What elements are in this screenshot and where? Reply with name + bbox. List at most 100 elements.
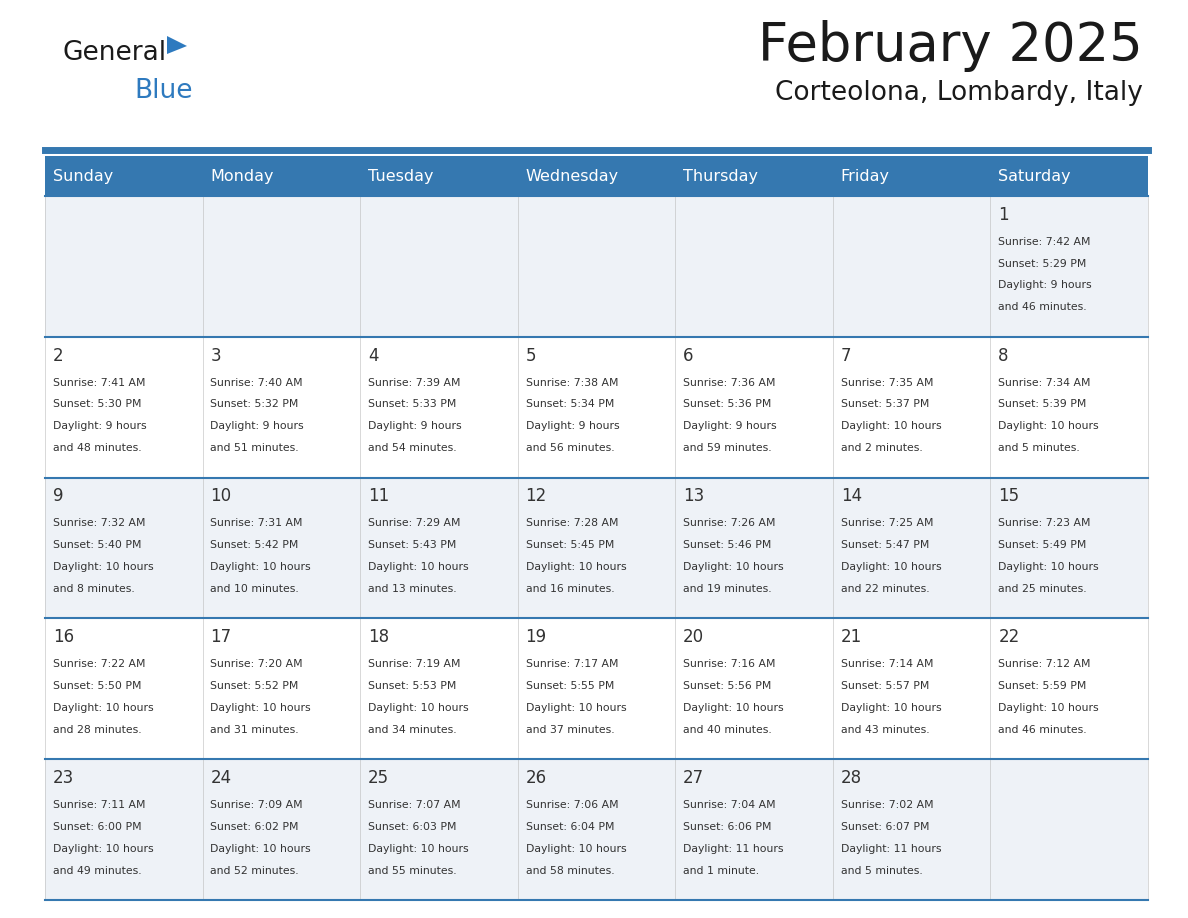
Text: Daylight: 11 hours: Daylight: 11 hours bbox=[841, 844, 941, 854]
Text: Sunset: 6:04 PM: Sunset: 6:04 PM bbox=[525, 822, 614, 832]
Bar bbox=[360, 619, 518, 759]
Text: Sunset: 5:42 PM: Sunset: 5:42 PM bbox=[210, 541, 299, 550]
Text: and 37 minutes.: and 37 minutes. bbox=[525, 724, 614, 734]
Text: Daylight: 10 hours: Daylight: 10 hours bbox=[841, 562, 941, 572]
Text: Sunset: 5:34 PM: Sunset: 5:34 PM bbox=[525, 399, 614, 409]
Text: and 19 minutes.: and 19 minutes. bbox=[683, 584, 772, 594]
Text: 20: 20 bbox=[683, 628, 704, 646]
Bar bbox=[203, 759, 360, 900]
Bar bbox=[360, 337, 518, 477]
Bar bbox=[675, 196, 833, 337]
Text: Sunrise: 7:38 AM: Sunrise: 7:38 AM bbox=[525, 377, 618, 387]
Text: Daylight: 10 hours: Daylight: 10 hours bbox=[53, 703, 153, 713]
Text: and 51 minutes.: and 51 minutes. bbox=[210, 443, 299, 453]
Text: Sunrise: 7:34 AM: Sunrise: 7:34 AM bbox=[998, 377, 1091, 387]
Text: Sunrise: 7:23 AM: Sunrise: 7:23 AM bbox=[998, 519, 1091, 529]
Text: Sunrise: 7:35 AM: Sunrise: 7:35 AM bbox=[841, 377, 934, 387]
Bar bbox=[833, 477, 991, 619]
Text: Sunrise: 7:04 AM: Sunrise: 7:04 AM bbox=[683, 800, 776, 810]
Text: Sunset: 5:50 PM: Sunset: 5:50 PM bbox=[53, 681, 141, 691]
Text: Sunrise: 7:39 AM: Sunrise: 7:39 AM bbox=[368, 377, 461, 387]
Bar bbox=[991, 477, 1148, 619]
Text: Sunrise: 7:31 AM: Sunrise: 7:31 AM bbox=[210, 519, 303, 529]
Text: Sunset: 6:02 PM: Sunset: 6:02 PM bbox=[210, 822, 299, 832]
Text: Sunrise: 7:11 AM: Sunrise: 7:11 AM bbox=[53, 800, 145, 810]
Bar bbox=[45, 156, 1148, 196]
Text: Sunset: 5:49 PM: Sunset: 5:49 PM bbox=[998, 541, 1087, 550]
Bar bbox=[518, 477, 675, 619]
Text: Tuesday: Tuesday bbox=[368, 169, 434, 184]
Text: Daylight: 10 hours: Daylight: 10 hours bbox=[53, 844, 153, 854]
Bar bbox=[675, 477, 833, 619]
Text: 7: 7 bbox=[841, 347, 852, 364]
Text: and 5 minutes.: and 5 minutes. bbox=[998, 443, 1080, 453]
Text: Sunset: 5:43 PM: Sunset: 5:43 PM bbox=[368, 541, 456, 550]
Text: Sunrise: 7:14 AM: Sunrise: 7:14 AM bbox=[841, 659, 934, 669]
Polygon shape bbox=[168, 36, 187, 54]
Bar bbox=[45, 337, 203, 477]
Text: Thursday: Thursday bbox=[683, 169, 758, 184]
Text: and 16 minutes.: and 16 minutes. bbox=[525, 584, 614, 594]
Text: 22: 22 bbox=[998, 628, 1019, 646]
Text: Sunrise: 7:06 AM: Sunrise: 7:06 AM bbox=[525, 800, 618, 810]
Text: Blue: Blue bbox=[134, 78, 192, 104]
Text: 17: 17 bbox=[210, 628, 232, 646]
Text: 18: 18 bbox=[368, 628, 390, 646]
Text: 11: 11 bbox=[368, 487, 390, 506]
Text: Daylight: 10 hours: Daylight: 10 hours bbox=[368, 562, 468, 572]
Text: Sunset: 6:07 PM: Sunset: 6:07 PM bbox=[841, 822, 929, 832]
Text: Sunset: 5:29 PM: Sunset: 5:29 PM bbox=[998, 259, 1087, 269]
Bar bbox=[518, 196, 675, 337]
Text: Sunset: 5:56 PM: Sunset: 5:56 PM bbox=[683, 681, 771, 691]
Bar bbox=[45, 619, 203, 759]
Bar bbox=[991, 196, 1148, 337]
Bar bbox=[203, 337, 360, 477]
Text: Sunrise: 7:29 AM: Sunrise: 7:29 AM bbox=[368, 519, 461, 529]
Text: and 25 minutes.: and 25 minutes. bbox=[998, 584, 1087, 594]
Text: 16: 16 bbox=[53, 628, 74, 646]
Text: Daylight: 11 hours: Daylight: 11 hours bbox=[683, 844, 784, 854]
Text: Sunset: 5:32 PM: Sunset: 5:32 PM bbox=[210, 399, 299, 409]
Text: Daylight: 10 hours: Daylight: 10 hours bbox=[368, 844, 468, 854]
Text: Daylight: 10 hours: Daylight: 10 hours bbox=[998, 421, 1099, 431]
Bar bbox=[518, 759, 675, 900]
Text: Sunset: 6:03 PM: Sunset: 6:03 PM bbox=[368, 822, 456, 832]
Text: 4: 4 bbox=[368, 347, 379, 364]
Text: Sunset: 5:33 PM: Sunset: 5:33 PM bbox=[368, 399, 456, 409]
Text: Sunset: 5:40 PM: Sunset: 5:40 PM bbox=[53, 541, 141, 550]
Text: Sunset: 5:45 PM: Sunset: 5:45 PM bbox=[525, 541, 614, 550]
Text: Daylight: 10 hours: Daylight: 10 hours bbox=[683, 703, 784, 713]
Text: Sunrise: 7:16 AM: Sunrise: 7:16 AM bbox=[683, 659, 776, 669]
Bar bbox=[833, 759, 991, 900]
Text: 3: 3 bbox=[210, 347, 221, 364]
Text: and 28 minutes.: and 28 minutes. bbox=[53, 724, 141, 734]
Text: Sunrise: 7:42 AM: Sunrise: 7:42 AM bbox=[998, 237, 1091, 247]
Text: and 10 minutes.: and 10 minutes. bbox=[210, 584, 299, 594]
Bar bbox=[991, 759, 1148, 900]
Text: 10: 10 bbox=[210, 487, 232, 506]
Text: and 34 minutes.: and 34 minutes. bbox=[368, 724, 456, 734]
Bar bbox=[991, 337, 1148, 477]
Bar bbox=[45, 759, 203, 900]
Bar bbox=[833, 196, 991, 337]
Text: Sunset: 5:52 PM: Sunset: 5:52 PM bbox=[210, 681, 299, 691]
Text: and 52 minutes.: and 52 minutes. bbox=[210, 866, 299, 876]
Text: 26: 26 bbox=[525, 769, 546, 787]
Text: Sunday: Sunday bbox=[53, 169, 113, 184]
Text: Sunrise: 7:28 AM: Sunrise: 7:28 AM bbox=[525, 519, 618, 529]
Bar bbox=[675, 619, 833, 759]
Text: and 56 minutes.: and 56 minutes. bbox=[525, 443, 614, 453]
Bar bbox=[45, 477, 203, 619]
Text: 23: 23 bbox=[53, 769, 74, 787]
Bar bbox=[833, 619, 991, 759]
Text: Daylight: 9 hours: Daylight: 9 hours bbox=[210, 421, 304, 431]
Bar bbox=[360, 477, 518, 619]
Text: and 49 minutes.: and 49 minutes. bbox=[53, 866, 141, 876]
Text: Sunrise: 7:32 AM: Sunrise: 7:32 AM bbox=[53, 519, 145, 529]
Text: Daylight: 10 hours: Daylight: 10 hours bbox=[525, 562, 626, 572]
Text: and 31 minutes.: and 31 minutes. bbox=[210, 724, 299, 734]
Text: and 22 minutes.: and 22 minutes. bbox=[841, 584, 929, 594]
Bar bbox=[45, 196, 203, 337]
Bar bbox=[203, 477, 360, 619]
Text: Daylight: 10 hours: Daylight: 10 hours bbox=[53, 562, 153, 572]
